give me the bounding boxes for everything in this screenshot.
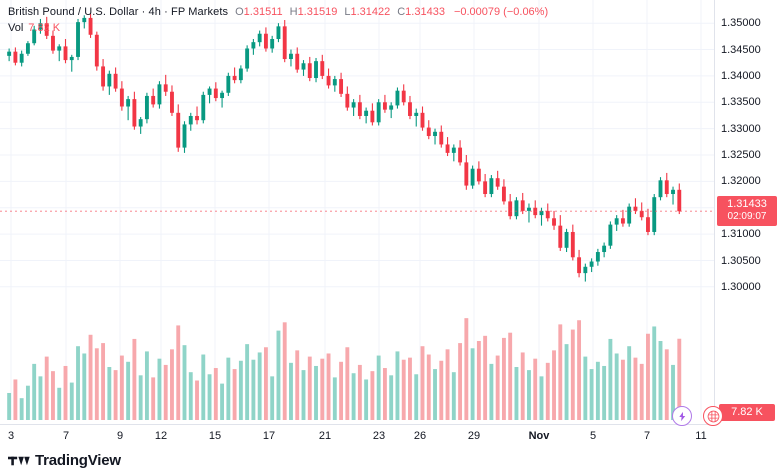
price-tick-label: 1.32000 bbox=[721, 175, 761, 188]
session-breaks-glyph bbox=[707, 410, 719, 422]
current-price-badge[interactable]: 1.31433 02:09:07 bbox=[717, 196, 777, 227]
bar-countdown: 02:09:07 bbox=[727, 211, 767, 223]
session-breaks-icon[interactable] bbox=[703, 406, 723, 426]
volume-bars bbox=[7, 318, 682, 420]
price-axis[interactable]: 1.35000 1.34500 1.34000 1.33500 1.33000 1.325… bbox=[714, 0, 780, 424]
lightning-bolt-glyph bbox=[678, 411, 685, 421]
tradingview-logo-text: TradingView bbox=[35, 452, 121, 469]
time-tick-label: 21 bbox=[318, 430, 332, 442]
time-tick-label: 5 bbox=[589, 430, 597, 442]
price-tick-label: 1.32500 bbox=[721, 149, 761, 161]
time-tick-label: 29 bbox=[467, 430, 481, 442]
price-tick-label: 1.31000 bbox=[721, 228, 761, 241]
horizontal-gridlines bbox=[0, 22, 714, 288]
current-price-value: 1.31433 bbox=[727, 198, 767, 211]
time-tick-label: 9 bbox=[116, 430, 124, 442]
time-tick-label: 17 bbox=[262, 430, 276, 442]
tradingview-logo[interactable]: TradingView bbox=[8, 452, 121, 469]
lightning-bolt-icon[interactable] bbox=[672, 406, 692, 426]
price-tick-label: 1.30000 bbox=[721, 280, 761, 293]
time-tick-label: 7 bbox=[62, 430, 70, 442]
candles bbox=[7, 13, 682, 282]
price-tick-label: 1.34000 bbox=[721, 69, 761, 82]
time-tick-label: 12 bbox=[154, 430, 168, 442]
price-tick-label: 1.33000 bbox=[721, 122, 761, 135]
time-tick-label: 7 bbox=[643, 430, 651, 442]
time-axis[interactable]: 3 7 9 12 15 17 21 23 26 29 Nov 5 7 11 bbox=[0, 424, 714, 446]
time-tick-label: Nov bbox=[528, 430, 550, 442]
vertical-gridlines bbox=[10, 0, 702, 420]
time-tick-label: 15 bbox=[208, 430, 222, 442]
time-tick-label: 26 bbox=[413, 430, 427, 442]
tradingview-logo-icon bbox=[8, 456, 30, 465]
price-tick-label: 1.30500 bbox=[721, 254, 761, 267]
price-tick-label: 1.35000 bbox=[721, 17, 761, 30]
time-tick-label: 11 bbox=[695, 430, 707, 442]
time-tick-label: 23 bbox=[372, 430, 386, 442]
price-tick-label: 1.34500 bbox=[721, 43, 761, 56]
candlestick-svg bbox=[0, 0, 714, 420]
price-tick-label: 1.33500 bbox=[721, 96, 761, 109]
volume-badge[interactable]: 7.82 K bbox=[719, 404, 775, 421]
chart-plot-area[interactable] bbox=[0, 0, 714, 424]
time-tick-label: 3 bbox=[7, 430, 15, 442]
